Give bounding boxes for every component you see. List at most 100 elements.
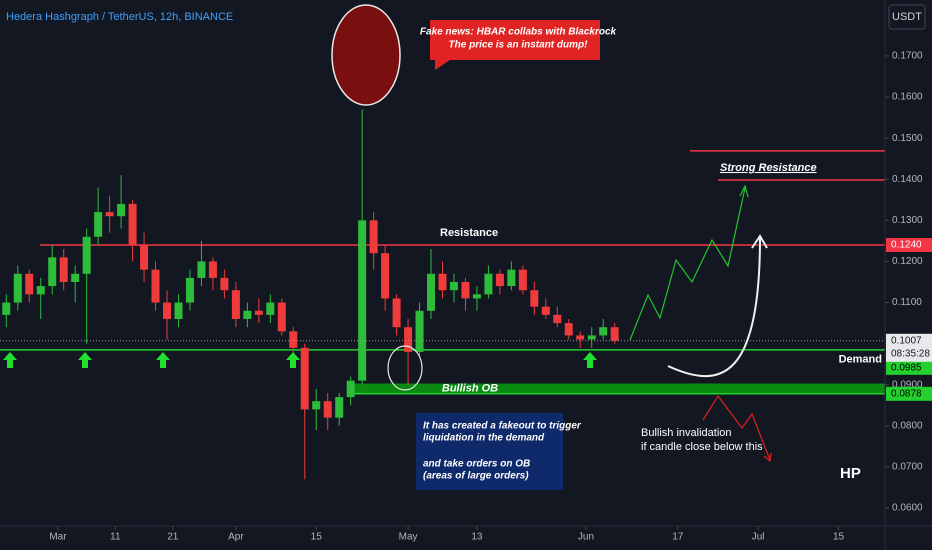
x-tick-label: May bbox=[399, 532, 418, 543]
annotation-text: liquidation in the demand bbox=[423, 433, 545, 444]
y-tick-label: 0.0900 bbox=[892, 379, 923, 390]
candle-body bbox=[381, 253, 390, 299]
candle-body bbox=[220, 277, 229, 291]
invalidation-arrowhead bbox=[763, 452, 772, 463]
y-tick-label: 0.1200 bbox=[892, 256, 923, 267]
candle-body bbox=[495, 273, 504, 287]
y-tick-label: 0.1100 bbox=[892, 297, 922, 308]
x-tick-label: 11 bbox=[110, 532, 121, 543]
annotation-text: (areas of large orders) bbox=[423, 471, 529, 482]
y-tick-label: 0.1400 bbox=[892, 174, 923, 185]
candle-body bbox=[266, 302, 275, 315]
candle-body bbox=[530, 290, 539, 307]
candle-body bbox=[300, 347, 309, 410]
price-label: 0.1007 bbox=[891, 335, 922, 346]
level-label: Resistance bbox=[440, 227, 498, 239]
candle-body bbox=[174, 302, 183, 319]
bounce-arrow bbox=[667, 237, 761, 378]
candle-body bbox=[105, 212, 114, 217]
candle-body bbox=[231, 290, 240, 319]
annotation-text: The price is an instant dump! bbox=[449, 40, 589, 51]
projection-arrowhead bbox=[739, 184, 749, 198]
spike-circle bbox=[331, 4, 401, 106]
y-tick-label: 0.0600 bbox=[892, 503, 923, 514]
y-tick-label: 0.1600 bbox=[892, 92, 923, 103]
x-tick-label: 21 bbox=[167, 532, 179, 543]
price-label-box bbox=[886, 333, 932, 362]
x-tick-label: Apr bbox=[228, 532, 244, 543]
fakeout-circle bbox=[387, 345, 423, 391]
annotation-text: It has created a fakeout to trigger bbox=[423, 421, 582, 432]
x-tick-label: 17 bbox=[672, 532, 684, 543]
level-label: Strong Resistance bbox=[720, 162, 817, 174]
level-label: Demand bbox=[839, 354, 882, 366]
candle-body bbox=[461, 281, 470, 299]
candle-body bbox=[59, 257, 68, 282]
y-tick-label: 0.1500 bbox=[892, 133, 923, 144]
price-label: 0.0878 bbox=[891, 388, 922, 399]
candle-body bbox=[404, 327, 413, 352]
annotation-text: if candle close below this bbox=[641, 441, 763, 453]
x-tick-label: Jul bbox=[752, 532, 765, 543]
candle-body bbox=[277, 302, 286, 332]
candle-body bbox=[71, 273, 80, 282]
candle-body bbox=[427, 273, 436, 311]
candle-body bbox=[541, 306, 550, 315]
fakeout-callout bbox=[416, 413, 563, 490]
y-tick-label: 0.1700 bbox=[892, 51, 923, 62]
price-label: 0.1240 bbox=[891, 240, 922, 251]
annotation-text: Bullish invalidation bbox=[641, 427, 732, 439]
order-block bbox=[350, 383, 885, 394]
candle-body bbox=[117, 203, 126, 217]
order-block-label: Bullish OB bbox=[442, 383, 498, 395]
candle-body bbox=[599, 327, 608, 336]
candle-body bbox=[197, 261, 206, 278]
candle-body bbox=[2, 302, 11, 315]
candle-body bbox=[36, 286, 45, 295]
candle-body bbox=[518, 269, 527, 291]
candle-body bbox=[13, 273, 22, 303]
candle-body bbox=[312, 401, 321, 410]
candle-body bbox=[369, 220, 378, 254]
fake-news-callout bbox=[430, 20, 600, 70]
candle-body bbox=[610, 327, 619, 341]
candle-body bbox=[151, 269, 160, 303]
candle-body bbox=[48, 257, 57, 287]
candle-body bbox=[358, 220, 367, 381]
candle-body bbox=[564, 323, 573, 336]
up-arrow bbox=[3, 352, 17, 368]
candle-body bbox=[254, 310, 263, 315]
candle-body bbox=[289, 331, 298, 348]
projection-path bbox=[629, 187, 746, 341]
annotation-text: Fake news: HBAR collabs with Blackrock bbox=[420, 27, 617, 38]
candle-body bbox=[507, 269, 516, 287]
up-arrow bbox=[78, 352, 92, 368]
candle-body bbox=[484, 273, 493, 295]
candle-body bbox=[208, 261, 217, 278]
candle-body bbox=[415, 310, 424, 352]
up-arrow bbox=[583, 352, 597, 368]
candle-body bbox=[392, 298, 401, 328]
candle-body bbox=[576, 335, 585, 340]
price-label-box bbox=[886, 237, 932, 252]
candle-body bbox=[449, 281, 458, 291]
chart-title: Hedera Hashgraph / TetherUS, 12h, BINANC… bbox=[6, 11, 233, 23]
x-tick-label: 13 bbox=[471, 532, 483, 543]
candle-body bbox=[163, 302, 172, 319]
price-label-box bbox=[886, 360, 932, 375]
invalidation-path bbox=[702, 394, 771, 461]
currency: USDT bbox=[892, 11, 922, 23]
candle-body bbox=[335, 397, 344, 418]
candle-body bbox=[94, 212, 103, 237]
y-tick-label: 0.0700 bbox=[892, 462, 923, 473]
y-tick-label: 0.0800 bbox=[892, 421, 923, 432]
x-tick-label: Mar bbox=[49, 532, 67, 543]
candle-body bbox=[438, 273, 447, 291]
candle-body bbox=[243, 310, 252, 319]
signature: HP bbox=[840, 465, 861, 482]
annotation-text: and take orders on OB bbox=[423, 459, 530, 470]
candle-body bbox=[472, 294, 481, 299]
up-arrow bbox=[156, 352, 170, 368]
